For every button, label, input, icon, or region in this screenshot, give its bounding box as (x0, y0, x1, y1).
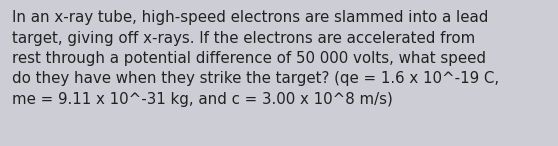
Text: In an x-ray tube, high-speed electrons are slammed into a lead
target, giving of: In an x-ray tube, high-speed electrons a… (12, 10, 499, 107)
